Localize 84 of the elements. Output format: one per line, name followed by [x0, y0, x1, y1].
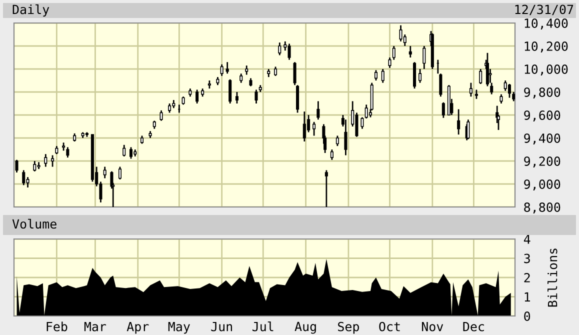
candlestick	[500, 94, 503, 104]
candlestick	[422, 45, 426, 70]
candlestick	[344, 118, 348, 156]
x-tick-label: Oct	[379, 322, 400, 332]
y-tick-label: 9,600	[524, 110, 560, 122]
candlestick	[240, 72, 243, 84]
x-tick-label: Jun	[211, 322, 232, 332]
y-tick-label: 9,200	[524, 156, 560, 168]
candlestick	[228, 78, 232, 104]
candlestick	[129, 146, 133, 160]
candlestick	[302, 110, 306, 142]
candlestick	[44, 153, 48, 168]
y-tick-label: 3	[524, 254, 530, 264]
candlestick	[235, 91, 238, 104]
x-tick-label: Mar	[84, 322, 106, 332]
candlestick	[220, 64, 224, 77]
candlestick	[403, 34, 406, 47]
y-tick-label: 9,800	[524, 88, 560, 99]
candlestick	[479, 68, 482, 85]
y-tick-label: 4	[524, 234, 530, 244]
candlestick	[293, 61, 296, 86]
x-tick-label: May	[168, 322, 190, 334]
candlestick	[512, 91, 515, 102]
candlestick	[51, 154, 54, 168]
candlestick	[254, 89, 258, 104]
y-tick-label: 9,400	[524, 134, 560, 145]
candlestick	[245, 64, 248, 76]
candlestick	[122, 144, 126, 158]
y-tick-label: 2	[524, 273, 530, 282]
x-tick-label: Nov	[422, 322, 444, 332]
y-tick-label: 0	[524, 312, 530, 321]
candlestick	[418, 68, 422, 84]
chart-title: Daily	[12, 4, 50, 17]
candlestick	[336, 135, 339, 147]
candlestick	[312, 121, 316, 136]
x-tick-label: Dec	[463, 322, 484, 332]
candlestick	[439, 72, 442, 98]
candlestick	[226, 61, 229, 74]
x-tick-label: Sep	[338, 322, 359, 334]
candlestick	[288, 43, 291, 60]
text: 12/31/07	[515, 4, 574, 16]
candlestick	[330, 148, 334, 161]
candlestick	[474, 89, 478, 100]
candlestick	[508, 83, 512, 98]
chart-title: Volume	[12, 218, 56, 229]
y-tick-label: 1	[524, 292, 530, 302]
candlestick	[33, 160, 36, 172]
candlestick	[374, 69, 378, 82]
x-tick-label: Feb	[46, 322, 68, 332]
x-tick-label: Aug	[294, 322, 316, 334]
y-tick-label: 8,800	[524, 202, 560, 214]
candlestick	[504, 80, 507, 92]
candlestick	[413, 61, 416, 90]
candlestick	[22, 170, 26, 186]
candlestick	[469, 82, 472, 98]
candlestick	[457, 108, 460, 136]
x-tick-label: Jul	[252, 322, 274, 332]
candlestick	[160, 110, 163, 122]
candlestick	[364, 104, 368, 120]
candlestick	[26, 176, 30, 188]
candlestick	[360, 116, 364, 130]
candlestick	[196, 89, 199, 104]
candlestick	[490, 82, 494, 95]
candlestick	[66, 146, 70, 158]
candlestick	[381, 68, 384, 84]
y-tick-label: 10,000	[524, 64, 568, 76]
y-tick-label: 9,000	[524, 180, 560, 191]
candlestick	[15, 159, 18, 174]
candlestick	[408, 45, 412, 58]
candlestick	[278, 42, 282, 56]
candlestick	[103, 166, 106, 179]
candlestick	[466, 118, 470, 140]
candlestick	[399, 24, 402, 42]
candlestick	[316, 100, 320, 120]
candlestick	[118, 166, 122, 180]
y-tick-label: 10,400	[524, 18, 568, 30]
y-axis-title: Billions	[548, 248, 558, 307]
candlestick	[296, 84, 300, 114]
candlestick	[324, 170, 328, 207]
x-tick-label: Apr	[126, 322, 149, 334]
candlestick	[274, 66, 278, 77]
candlestick	[442, 102, 445, 119]
candlestick	[168, 102, 172, 114]
y-tick-label: 10,200	[524, 42, 568, 53]
